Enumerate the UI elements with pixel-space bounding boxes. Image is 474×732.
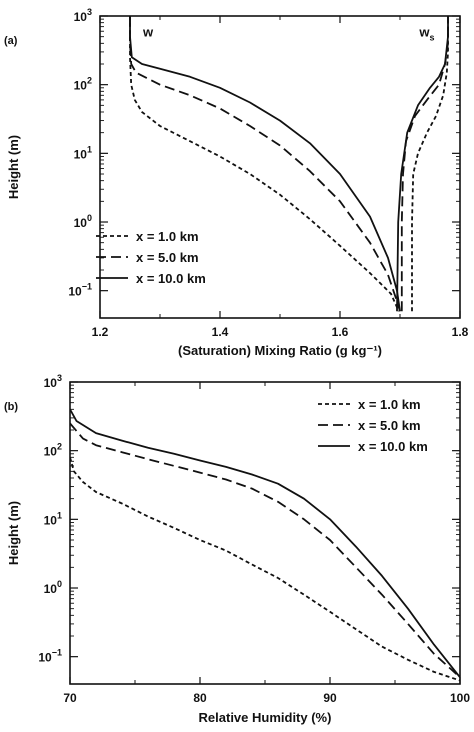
- legend-entry: x = 5.0 km: [358, 418, 421, 433]
- y-tick-label: 102: [74, 76, 92, 93]
- y-tick-exponent: 3: [57, 373, 62, 383]
- series-line-solid: [396, 16, 449, 312]
- y-tick-label: 102: [44, 442, 62, 459]
- series-group: [129, 16, 449, 312]
- series-line-long: [129, 16, 401, 312]
- panel-label: (b): [4, 401, 18, 413]
- annotation-text: w: [142, 25, 154, 40]
- y-tick-exponent: 0: [87, 213, 92, 223]
- y-tick-exponent: 2: [87, 76, 92, 86]
- y-tick-exponent: −1: [82, 282, 92, 292]
- series-line-short: [70, 457, 460, 682]
- series-line-long: [70, 422, 460, 678]
- y-tick-base: 10: [44, 445, 58, 459]
- y-tick-exponent: 1: [87, 144, 92, 154]
- legend-entry: x = 1.0 km: [136, 229, 199, 244]
- x-tick-label: 1.2: [92, 325, 109, 339]
- x-tick-label: 80: [193, 691, 207, 705]
- y-tick-label: 10−1: [38, 648, 62, 665]
- x-tick-label: 1.6: [332, 325, 349, 339]
- y-tick-exponent: 1: [57, 510, 62, 520]
- x-tick-label: 1.4: [212, 325, 229, 339]
- series-line-short: [129, 16, 400, 312]
- y-tick-label: 101: [74, 144, 92, 161]
- y-tick-label: 103: [74, 7, 92, 24]
- legend: x = 1.0 km x = 5.0 km x = 10.0 km: [318, 397, 428, 454]
- y-tick-base: 10: [44, 513, 58, 527]
- x-axis-label: (Saturation) Mixing Ratio (g kg⁻¹): [178, 343, 382, 358]
- y-tick-exponent: 2: [57, 442, 62, 452]
- y-tick-base: 10: [74, 10, 88, 24]
- legend-entry: x = 10.0 km: [358, 439, 428, 454]
- panel-label: (a): [4, 35, 18, 47]
- y-tick-exponent: 0: [57, 579, 62, 589]
- x-tick-label: 90: [323, 691, 337, 705]
- y-tick-exponent: −1: [52, 648, 62, 658]
- legend-entry: x = 5.0 km: [136, 250, 199, 265]
- y-tick-label: 100: [74, 213, 92, 230]
- panel-a-mixing-ratio-chart: 1.2 1.4 1.6 1.810−1100101102103(Saturation)…: [4, 7, 469, 358]
- x-axis-label: Relative Humidity (%): [199, 710, 332, 725]
- legend-entry: x = 10.0 km: [136, 271, 206, 286]
- annotation-subscript: s: [430, 33, 435, 43]
- y-tick-base: 10: [74, 216, 88, 230]
- y-tick-base: 10: [74, 79, 88, 93]
- series-line-short: [411, 16, 449, 312]
- series-line-solid: [70, 408, 460, 678]
- y-tick-base: 10: [68, 285, 82, 299]
- series-line-solid: [129, 16, 401, 312]
- x-tick-label: 100: [450, 691, 470, 705]
- curve-annotation: ws: [418, 25, 434, 43]
- y-tick-base: 10: [74, 147, 88, 161]
- y-tick-base: 10: [44, 376, 58, 390]
- x-tick-label: 1.8: [452, 325, 469, 339]
- y-axis-label: Height (m): [6, 135, 21, 199]
- y-tick-label: 10−1: [68, 282, 92, 299]
- legend: x = 1.0 km x = 5.0 km x = 10.0 km: [96, 229, 206, 286]
- series-line-long: [400, 16, 449, 312]
- y-tick-label: 103: [44, 373, 62, 390]
- y-tick-exponent: 3: [87, 7, 92, 17]
- legend-entry: x = 1.0 km: [358, 397, 421, 412]
- y-axis-label: Height (m): [6, 501, 21, 565]
- y-tick-label: 100: [44, 579, 62, 596]
- y-tick-label: 101: [44, 510, 62, 527]
- x-tick-label: 70: [63, 691, 77, 705]
- series-group: [70, 408, 460, 682]
- annotation-text: w: [418, 25, 430, 40]
- y-tick-base: 10: [44, 582, 58, 596]
- curve-annotation: w: [142, 25, 154, 40]
- y-tick-base: 10: [38, 651, 52, 665]
